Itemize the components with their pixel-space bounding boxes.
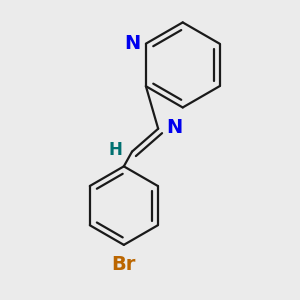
Text: Br: Br xyxy=(112,255,136,274)
Text: H: H xyxy=(109,141,123,159)
Text: N: N xyxy=(167,118,183,136)
Text: N: N xyxy=(125,34,141,53)
